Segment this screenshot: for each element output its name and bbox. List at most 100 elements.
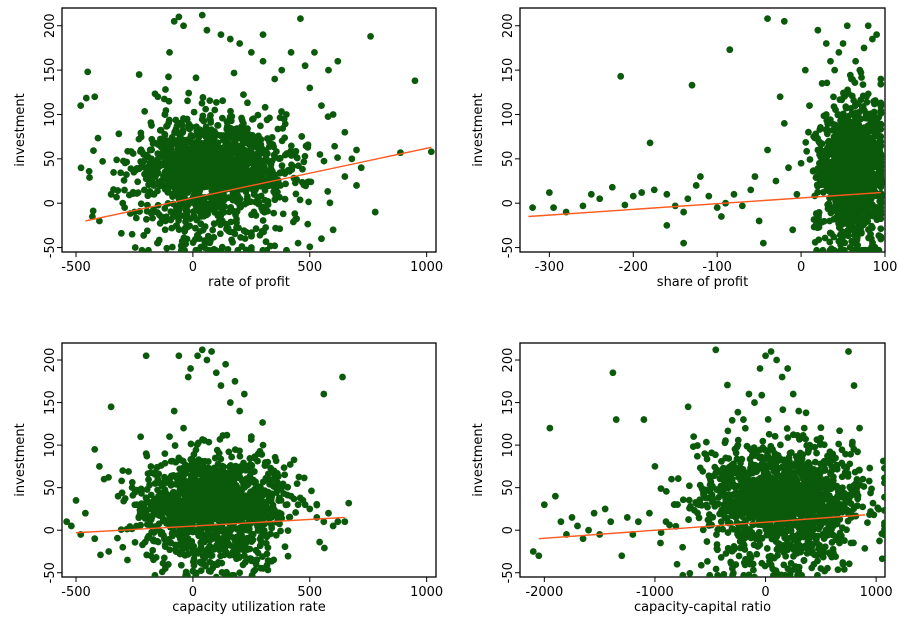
chart-3-point bbox=[119, 543, 127, 551]
chart-3-point bbox=[257, 532, 265, 540]
chart-1-point bbox=[157, 160, 165, 168]
chart-1-point bbox=[239, 174, 247, 182]
chart-3-point bbox=[292, 509, 300, 516]
chart-2-point bbox=[863, 160, 871, 168]
chart-2-point bbox=[856, 66, 864, 74]
chart-1-point bbox=[211, 128, 218, 135]
chart-1-point bbox=[247, 244, 255, 251]
chart-1-point bbox=[86, 174, 93, 181]
chart-3-point bbox=[167, 498, 175, 506]
chart-1-point bbox=[193, 127, 201, 135]
chart-2-point bbox=[844, 179, 852, 187]
chart-1-point bbox=[170, 150, 178, 158]
chart-1-point bbox=[261, 184, 269, 192]
chart-3-point bbox=[267, 464, 275, 472]
chart-1-point bbox=[133, 190, 141, 197]
chart-1-point bbox=[301, 152, 309, 160]
chart-3-point bbox=[214, 467, 222, 475]
chart-1-point bbox=[203, 26, 211, 34]
chart-1-point bbox=[77, 102, 85, 109]
chart-2-x-tick-label: -300 bbox=[535, 260, 565, 275]
chart-1-point bbox=[264, 175, 272, 182]
chart-1-point bbox=[238, 116, 246, 124]
chart-1-point bbox=[288, 161, 295, 169]
chart-3-point bbox=[241, 543, 249, 550]
chart-1-point bbox=[173, 172, 181, 180]
chart-2-x-tick-label: 100 bbox=[873, 260, 898, 275]
chart-2-point bbox=[844, 220, 852, 228]
chart-1-point bbox=[243, 193, 251, 200]
chart-2-point bbox=[839, 234, 846, 242]
chart-2-point bbox=[871, 142, 879, 150]
chart-1-point bbox=[191, 224, 199, 232]
chart-2-y-axis-title: investment bbox=[471, 93, 486, 166]
chart-4-y-tick-label: -50 bbox=[501, 562, 516, 583]
chart-3-point bbox=[246, 472, 254, 480]
chart-1-point bbox=[154, 187, 161, 195]
chart-3-point bbox=[320, 544, 328, 552]
chart-1-point bbox=[246, 152, 254, 160]
chart-3-point bbox=[281, 471, 289, 479]
chart-1-point bbox=[155, 154, 162, 162]
chart-1-point bbox=[267, 165, 275, 173]
chart-2-point bbox=[803, 147, 811, 155]
chart-3-point bbox=[207, 499, 215, 506]
chart-3-point bbox=[197, 567, 205, 575]
chart-3-point bbox=[161, 486, 169, 494]
chart-2-point bbox=[853, 246, 861, 252]
chart-3-point bbox=[236, 569, 244, 577]
chart-2-point bbox=[617, 72, 625, 80]
chart-1-point bbox=[278, 162, 286, 170]
chart-1-point bbox=[301, 62, 309, 70]
chart-1-point bbox=[218, 243, 226, 251]
chart-3-point bbox=[277, 527, 284, 535]
chart-3-point bbox=[124, 556, 131, 564]
chart-1-point bbox=[165, 97, 173, 105]
chart-2-point bbox=[847, 156, 855, 164]
chart-3-point bbox=[229, 478, 237, 486]
chart-4-point bbox=[783, 425, 791, 432]
chart-2-point bbox=[877, 225, 885, 233]
chart-2-point bbox=[822, 40, 830, 47]
chart-1-point bbox=[244, 99, 251, 107]
chart-3-point bbox=[213, 561, 221, 569]
chart-3-point bbox=[259, 565, 267, 572]
chart-1-point bbox=[242, 228, 250, 236]
chart-1-point bbox=[206, 162, 214, 170]
chart-3-point bbox=[281, 543, 289, 551]
chart-1-point bbox=[121, 186, 128, 194]
chart-2-point bbox=[638, 189, 646, 196]
chart-1-point bbox=[187, 134, 195, 142]
chart-4-point bbox=[706, 571, 714, 577]
chart-2-point bbox=[848, 237, 856, 245]
chart-1-point bbox=[216, 230, 224, 238]
chart-1-point bbox=[259, 31, 267, 39]
chart-1-point bbox=[170, 17, 178, 25]
chart-3-point bbox=[178, 546, 186, 554]
chart-2-point bbox=[853, 227, 861, 235]
chart-3-point bbox=[160, 535, 168, 543]
chart-2-point bbox=[852, 57, 860, 65]
chart-3-point bbox=[263, 533, 271, 541]
chart-1-point bbox=[288, 166, 296, 173]
chart-4-y-tick-label: 100 bbox=[501, 433, 516, 458]
chart-3-point bbox=[206, 542, 214, 550]
chart-1-point bbox=[137, 148, 144, 155]
chart-1-point bbox=[258, 160, 266, 168]
chart-3-point bbox=[284, 527, 292, 535]
chart-2-point bbox=[810, 133, 818, 141]
chart-1-point bbox=[259, 57, 267, 65]
chart-2-point bbox=[858, 74, 865, 81]
chart-1-point bbox=[127, 148, 135, 155]
chart-1-point bbox=[183, 115, 191, 123]
chart-3-point bbox=[258, 497, 266, 505]
chart-3-point bbox=[143, 486, 151, 493]
chart-1-point bbox=[266, 114, 273, 122]
chart-2-point bbox=[871, 161, 879, 168]
chart-2-point bbox=[847, 202, 855, 210]
chart-1-point bbox=[194, 180, 202, 188]
chart-3-point bbox=[234, 474, 242, 482]
